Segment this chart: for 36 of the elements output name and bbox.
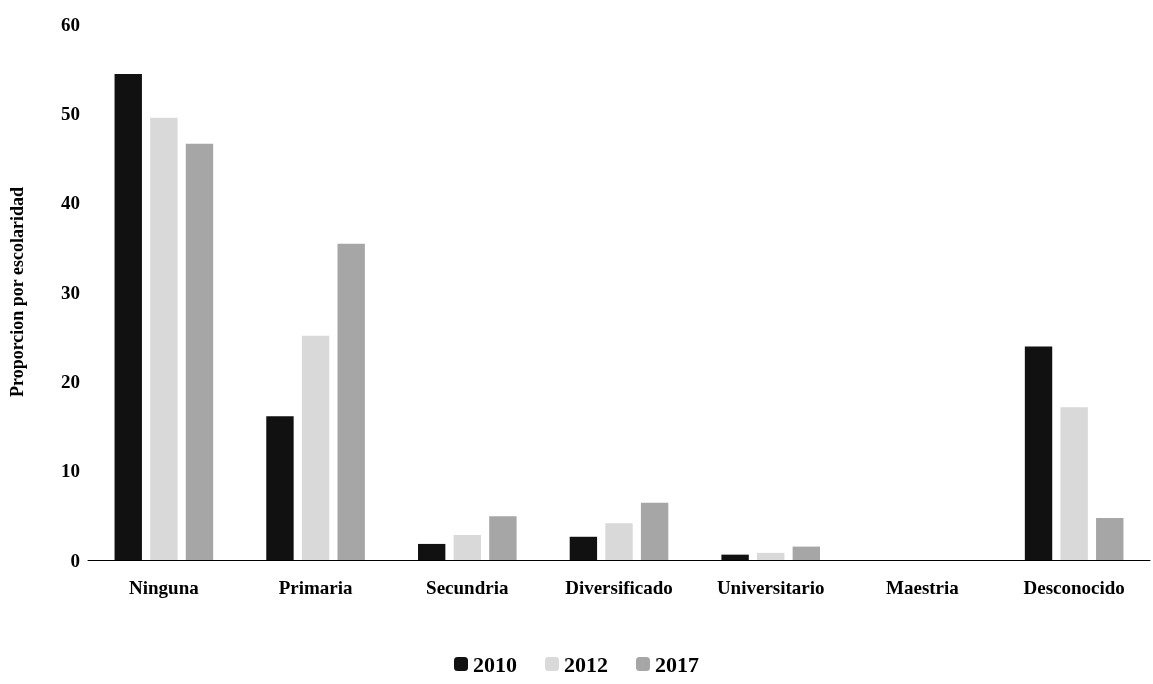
- bar: [185, 143, 214, 560]
- bar: [150, 117, 178, 560]
- bar: [757, 552, 785, 560]
- bar: [453, 534, 481, 560]
- y-tick-label: 60: [61, 13, 80, 35]
- y-tick-label: 40: [61, 192, 80, 214]
- legend-label: 2012: [564, 651, 608, 677]
- legend-label: 2010: [473, 651, 517, 677]
- y-tick-label: 0: [70, 549, 80, 571]
- y-tick-label: 30: [61, 281, 80, 303]
- bar: [417, 543, 446, 560]
- bar: [1060, 407, 1088, 560]
- bar: [605, 523, 633, 560]
- x-tick-label: Diversificado: [565, 577, 673, 598]
- bar: [721, 554, 749, 560]
- bar: [792, 546, 821, 560]
- y-tick-label: 10: [61, 460, 80, 482]
- bar: [569, 536, 598, 560]
- x-tick-label: Secundria: [426, 577, 509, 598]
- bar: [337, 243, 365, 560]
- x-tick-label: Desconocido: [1023, 577, 1125, 598]
- y-tick-label: 50: [61, 102, 80, 124]
- bar: [1024, 346, 1053, 560]
- y-axis-title: Proporcion por escolaridad: [7, 186, 27, 398]
- x-tick-label: Universitario: [716, 577, 825, 598]
- x-tick-label: Primaria: [278, 577, 353, 598]
- bar: [1096, 518, 1124, 560]
- x-tick-label: Maestria: [886, 577, 960, 598]
- y-tick-label: 20: [61, 370, 80, 392]
- bar: [266, 416, 294, 560]
- bar: [640, 502, 669, 560]
- x-tick-label: Ninguna: [129, 577, 200, 598]
- legend-label: 2017: [655, 651, 699, 677]
- bar: [301, 335, 330, 560]
- bar: [489, 516, 517, 560]
- bar: [114, 74, 142, 560]
